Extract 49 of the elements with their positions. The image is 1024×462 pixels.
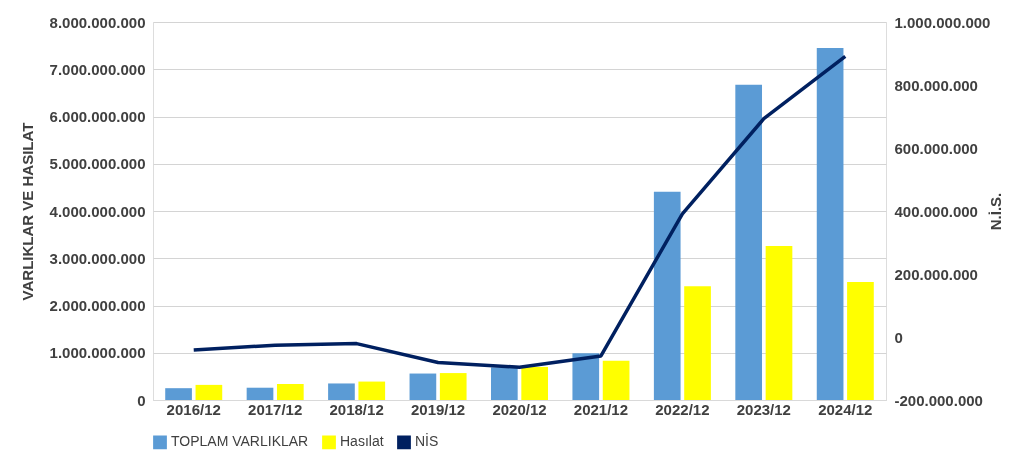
y2-tick-label: 800.000.000	[894, 76, 978, 94]
bar	[847, 281, 874, 400]
bar	[165, 388, 192, 400]
bar	[490, 367, 518, 400]
bar	[816, 47, 844, 400]
x-tick-label: 2023/12	[736, 400, 791, 418]
x-tick-label: 2020/12	[492, 400, 547, 418]
bar	[246, 387, 274, 400]
legend-label: TOPLAM VARLIKLAR	[171, 433, 309, 450]
bar	[276, 383, 304, 400]
y2-tick-label: 0	[894, 328, 903, 346]
y-tick-label: 3.000.000.000	[49, 249, 146, 267]
y-tick-label: 6.000.000.000	[49, 108, 146, 125]
bar	[684, 286, 711, 400]
bar	[358, 381, 386, 400]
y-tick-label: 4.000.000.000	[49, 202, 146, 220]
bar	[195, 384, 223, 400]
x-tick-label: 2024/12	[818, 400, 873, 418]
bar	[602, 360, 630, 400]
bar	[735, 84, 763, 400]
x-tick-label: 2019/12	[410, 400, 466, 418]
y-tick-label: 1.000.000.000	[49, 344, 146, 362]
y-tick-label: 0	[137, 391, 146, 409]
y2-tick-label: 400.000.000	[894, 202, 978, 220]
y2-tick-label: 200.000.000	[894, 265, 978, 283]
y-axis-title: VARLIKLAR VE HASILAT	[18, 122, 36, 301]
x-tick-label: 2018/12	[329, 400, 384, 418]
bar	[521, 366, 549, 400]
y-tick-label: 7.000.000.000	[49, 60, 146, 78]
x-tick-label: 2022/12	[655, 400, 710, 418]
y-tick-label: 8.000.000.000	[49, 13, 146, 31]
x-tick-label: 2017/12	[248, 400, 303, 418]
y2-tick-label: -200.000.000	[894, 391, 983, 409]
bar	[572, 353, 600, 400]
x-tick-label: 2021/12	[573, 400, 629, 418]
line-series	[191, 54, 848, 369]
bar	[653, 191, 681, 400]
legend-label: Hasılat	[340, 433, 384, 450]
bar	[409, 373, 437, 400]
x-tick-label: 2016/12	[166, 400, 221, 418]
bar	[765, 245, 793, 400]
bar	[328, 383, 355, 400]
legend-label: NİS	[415, 432, 439, 450]
y2-axis-title: N.İ.S.	[987, 192, 1005, 231]
y-tick-label: 2.000.000.000	[49, 297, 146, 314]
y2-tick-label: 600.000.000	[894, 139, 978, 157]
y-tick-label: 5.000.000.000	[49, 155, 146, 173]
y2-tick-label: 1.000.000.000	[894, 13, 991, 31]
bar	[439, 373, 467, 400]
